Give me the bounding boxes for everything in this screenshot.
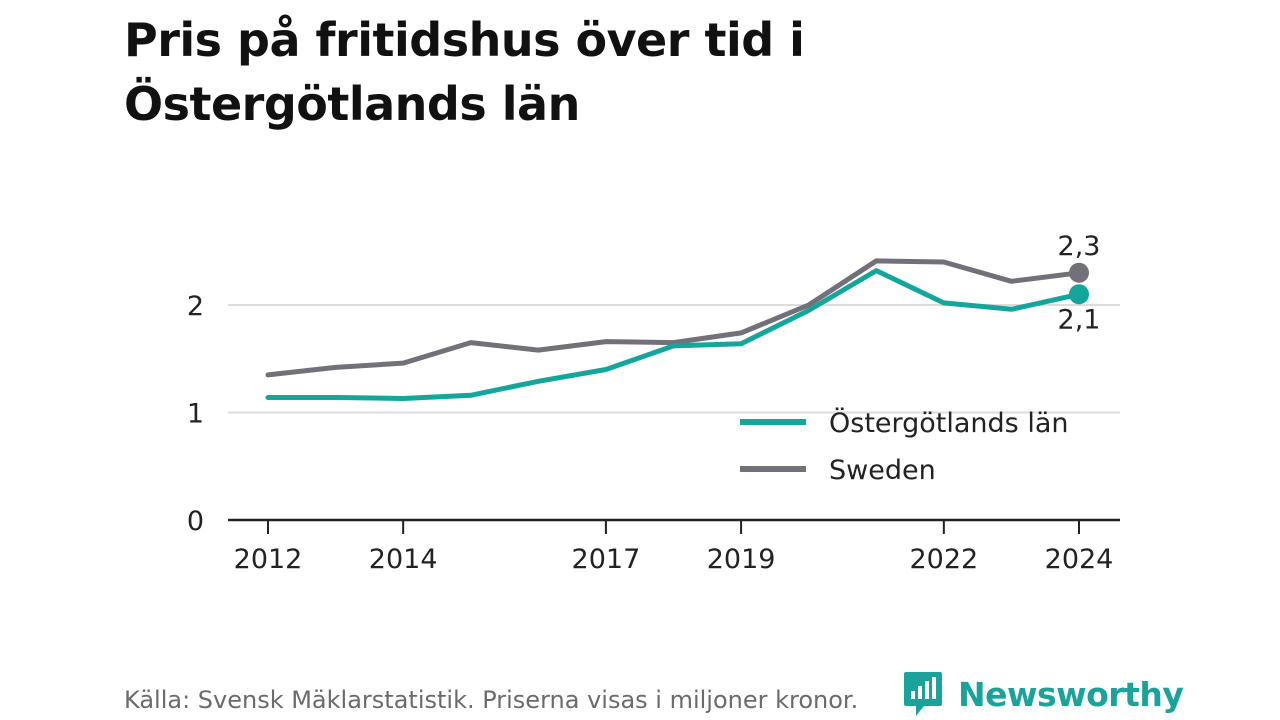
y-tick-label: 2 [187,291,204,322]
x-tick-label: 2014 [369,544,438,575]
x-tick-label: 2024 [1045,544,1114,575]
legend: Östergötlands län Sweden [740,407,1069,486]
label-layer: 2,1 2,3 [1058,231,1101,336]
series-layer [265,258,1089,401]
axis-layer: 0 1 2 2012 2014 2017 2019 2022 2024 [187,291,1120,575]
series-end-point [1069,284,1089,305]
series-end-point [1069,262,1089,283]
x-tick-label: 2022 [909,544,978,575]
y-tick-label: 0 [187,506,204,537]
series-line [265,258,1082,378]
data-label: 2,3 [1058,231,1101,262]
data-label: 2,1 [1058,304,1101,335]
series-line [265,268,1082,401]
brand-name: Newsworthy [958,674,1184,714]
brand-logo[interactable]: Newsworthy [902,670,1184,718]
x-tick-label: 2019 [707,544,776,575]
x-tick-label: 2017 [572,544,641,575]
chart-title: Pris på fritidshus över tid i Östergötla… [124,13,805,131]
x-tick-label: 2012 [234,544,303,575]
source-note: Källa: Svensk Mäklarstatistik. Priserna … [124,686,859,714]
newsworthy-logo-icon [904,672,942,716]
y-tick-label: 1 [187,399,204,430]
legend-label: Östergötlands län [829,407,1069,439]
legend-label: Sweden [829,455,936,486]
